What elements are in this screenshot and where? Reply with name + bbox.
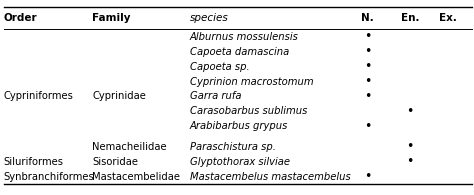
Text: N.: N. (361, 13, 374, 23)
Text: Mastacembelidae: Mastacembelidae (92, 172, 181, 182)
Text: Paraschistura sp.: Paraschistura sp. (190, 142, 275, 152)
Text: Ex.: Ex. (439, 13, 457, 23)
Text: Garra rufa: Garra rufa (190, 91, 241, 101)
Text: Cypriniformes: Cypriniformes (4, 91, 73, 101)
Text: Mastacembelus mastacembelus: Mastacembelus mastacembelus (190, 172, 350, 182)
Text: •: • (364, 90, 371, 103)
Text: •: • (406, 105, 414, 118)
Text: •: • (364, 170, 371, 183)
Text: Synbranchiformes: Synbranchiformes (4, 172, 94, 182)
Text: Cyprinidae: Cyprinidae (92, 91, 146, 101)
Text: •: • (364, 60, 371, 73)
Text: Order: Order (4, 13, 37, 23)
Text: •: • (364, 45, 371, 58)
Text: Nemacheilidae: Nemacheilidae (92, 142, 167, 152)
Text: Family: Family (92, 13, 131, 23)
Text: Sisoridae: Sisoridae (92, 157, 138, 167)
Text: Glyptothorax silviae: Glyptothorax silviae (190, 157, 290, 167)
Text: Siluriformes: Siluriformes (4, 157, 64, 167)
Text: Carasobarbus sublimus: Carasobarbus sublimus (190, 106, 307, 116)
Text: Cyprinion macrostomum: Cyprinion macrostomum (190, 77, 313, 87)
Text: Capoeta damascina: Capoeta damascina (190, 47, 289, 57)
Text: Capoeta sp.: Capoeta sp. (190, 62, 249, 72)
Text: •: • (406, 140, 414, 153)
Text: •: • (364, 120, 371, 133)
Text: •: • (406, 155, 414, 168)
Text: Alburnus mossulensis: Alburnus mossulensis (190, 32, 299, 42)
Text: •: • (364, 75, 371, 88)
Text: Arabibarbus grypus: Arabibarbus grypus (190, 121, 288, 131)
Text: species: species (190, 13, 228, 23)
Text: En.: En. (401, 13, 419, 23)
Text: •: • (364, 30, 371, 43)
